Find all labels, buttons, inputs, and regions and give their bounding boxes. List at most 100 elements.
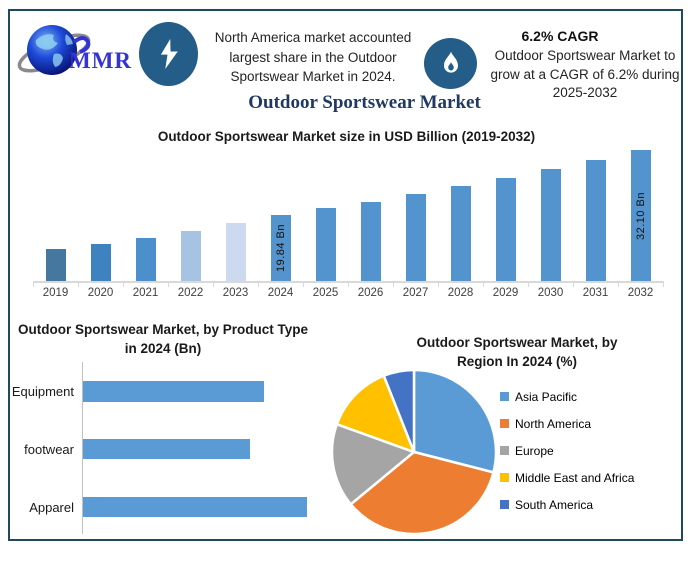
axis-tick-14 <box>663 283 664 287</box>
product-label-apparel: Apparel <box>29 500 74 515</box>
outer-frame <box>8 9 683 541</box>
bar-slot-2030 <box>528 150 573 281</box>
pie-slice-middle-east-and-africa <box>335 374 417 455</box>
axis-tick-7 <box>348 283 349 287</box>
bar-slot-2026 <box>348 150 393 281</box>
year-label-2021: 2021 <box>132 287 159 299</box>
bar-value-label-2024: 19.84 Bn <box>274 223 287 273</box>
logo-text: MMR <box>69 48 133 73</box>
product-bar-footwear <box>83 439 250 459</box>
legend-item-europe: Europe <box>500 443 634 458</box>
bar-2026 <box>360 202 381 281</box>
flame-icon <box>443 51 458 73</box>
bar-slot-2021 <box>123 150 168 281</box>
legend-label: North America <box>515 416 592 431</box>
axis-tick-8 <box>393 283 394 287</box>
bar-2029 <box>495 178 516 281</box>
product-type-chart-title: Outdoor Sportswear Market, by Product Ty… <box>17 322 309 356</box>
lightning-badge <box>139 22 198 86</box>
legend-label: South America <box>515 497 594 512</box>
bar-value-label-2032: 32.10 Bn <box>634 191 647 240</box>
axis-tick-9 <box>438 283 439 287</box>
product-bar-apparel <box>83 497 307 517</box>
bar-2025 <box>315 208 336 281</box>
axis-tick-11 <box>528 283 529 287</box>
bar-2031 <box>585 160 606 281</box>
bar-2019 <box>45 249 66 281</box>
bar-2023 <box>225 223 246 281</box>
pie-slice-asia-pacific <box>412 368 498 474</box>
legend-swatch-south-america <box>500 500 509 509</box>
pie-slice-south-america <box>382 368 416 453</box>
product-bar-equipment <box>83 381 264 402</box>
legend-swatch-north-america <box>500 419 509 428</box>
product-type-y-axis <box>82 362 83 534</box>
bar-slot-2025 <box>303 150 348 281</box>
bar-slot-2029 <box>483 150 528 281</box>
bar-slot-2024: 19.84 Bn <box>258 150 303 281</box>
product-label-footwear: footwear <box>24 442 74 457</box>
legend-item-asia-pacific: Asia Pacific <box>500 389 634 404</box>
year-label-2019: 2019 <box>42 287 69 299</box>
legend-item-middle-east-and-africa: Middle East and Africa <box>500 470 635 485</box>
bar-2032: 32.10 Bn <box>630 150 651 281</box>
market-size-chart-title: Outdoor Sportswear Market size in USD Bi… <box>157 129 536 144</box>
axis-tick-4 <box>213 283 214 287</box>
product-label-equipment: Equipment <box>11 384 74 399</box>
legend-label: Asia Pacific <box>515 389 578 404</box>
bar-2027 <box>405 194 426 281</box>
market-size-bar-plot: 19.84 Bn 32.10 Bn <box>33 150 663 281</box>
bar-2020 <box>90 244 111 281</box>
axis-tick-5 <box>258 283 259 287</box>
year-label-2020: 2020 <box>87 287 114 299</box>
year-label-2032: 2032 <box>627 287 654 299</box>
mmr-logo <box>17 25 91 75</box>
bar-slot-2027 <box>393 150 438 281</box>
bar-slot-2023 <box>213 150 258 281</box>
bar-slot-2022 <box>168 150 213 281</box>
year-label-2023: 2023 <box>222 287 249 299</box>
insight-share-text: North America market accounted largest s… <box>214 30 412 84</box>
flame-badge <box>424 38 477 89</box>
axis-tick-10 <box>483 283 484 287</box>
bar-2022 <box>180 231 201 281</box>
year-label-2028: 2028 <box>447 287 474 299</box>
logo-blue-swoosh <box>72 36 91 54</box>
pie-slice-north-america <box>349 450 495 536</box>
region-pie-chart <box>330 368 498 536</box>
legend-swatch-middle-east-and-africa <box>500 473 509 482</box>
year-label-2025: 2025 <box>312 287 339 299</box>
globe-icon <box>27 25 77 75</box>
legend-label: Europe <box>515 443 554 458</box>
bar-2021 <box>135 238 156 281</box>
cagr-title: 6.2% CAGR <box>521 28 599 44</box>
bar-slot-2032: 32.10 Bn <box>618 150 663 281</box>
year-label-2026: 2026 <box>357 287 384 299</box>
year-label-2027: 2027 <box>402 287 429 299</box>
year-label-2030: 2030 <box>537 287 564 299</box>
legend-swatch-asia-pacific <box>500 392 509 401</box>
market-size-year-labels: 2019 2020 2021 2022 2023 2024 2025 2026 2027 2028… <box>33 287 663 299</box>
axis-tick-6 <box>303 283 304 287</box>
lightning-bolt-icon <box>160 39 178 69</box>
bar-2024: 19.84 Bn <box>270 215 291 281</box>
axis-tick-12 <box>573 283 574 287</box>
year-label-2031: 2031 <box>582 287 609 299</box>
bar-slot-2020 <box>78 150 123 281</box>
bar-2030 <box>540 169 561 281</box>
cagr-body-text: Outdoor Sportswear Market to grow at a C… <box>490 48 680 100</box>
legend-swatch-europe <box>500 446 509 455</box>
pie-slice-europe <box>330 422 417 507</box>
year-label-2029: 2029 <box>492 287 519 299</box>
axis-tick-2 <box>123 283 124 287</box>
axis-tick-3 <box>168 283 169 287</box>
region-legend: Asia Pacific North America Europe Middle Ea… <box>500 390 634 525</box>
legend-label: Middle East and Africa <box>515 470 635 485</box>
bar-2028 <box>450 186 471 281</box>
axis-tick-1 <box>78 283 79 287</box>
market-size-x-axis <box>33 281 664 283</box>
region-chart-title: Outdoor Sportswear Market, by Region In … <box>416 335 618 369</box>
bar-slot-2031 <box>573 150 618 281</box>
axis-tick-13 <box>618 283 619 287</box>
bar-slot-2028 <box>438 150 483 281</box>
